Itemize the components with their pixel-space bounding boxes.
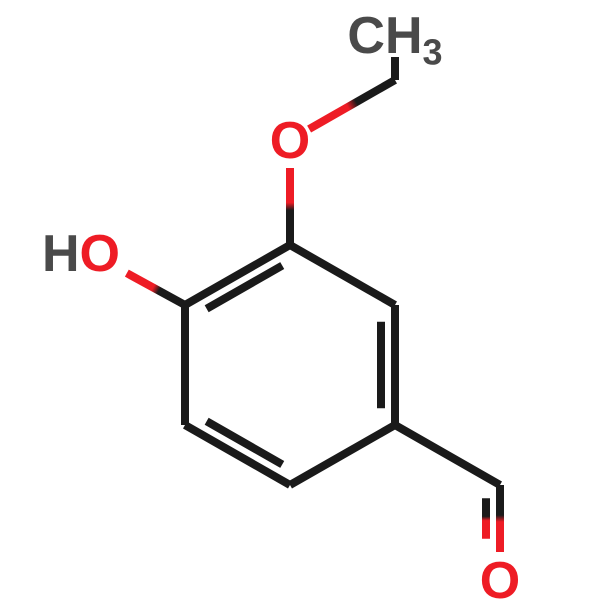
atom-C10: CH3 — [347, 7, 442, 72]
atom-O7: HO — [42, 225, 120, 283]
molecule-diagram: HO O CH3 O — [0, 0, 600, 600]
atom-O8: O — [270, 112, 310, 170]
atom-O12: O — [480, 552, 520, 600]
